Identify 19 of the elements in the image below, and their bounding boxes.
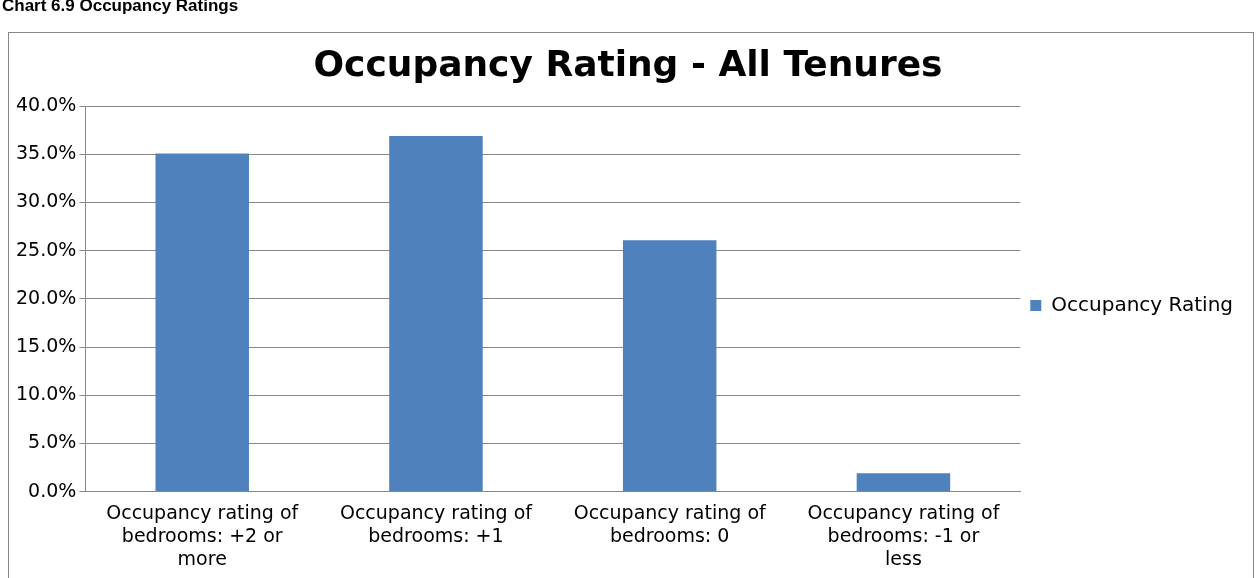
x-tick-label: Occupancy rating of bedrooms: 0 [573, 500, 767, 546]
y-tick-label: 40.0% [16, 93, 77, 116]
chart-title: Occupancy Rating - All Tenures [313, 42, 943, 84]
x-tick-label: Occupancy rating of bedrooms: +2 or more [106, 500, 300, 569]
legend-label: Occupancy Rating [1051, 291, 1234, 316]
y-tick-label: 25.0% [16, 237, 77, 260]
y-tick-label: 0.0% [28, 478, 77, 501]
y-tick-label: 15.0% [16, 334, 77, 357]
bar [155, 153, 249, 492]
y-tick-label: 35.0% [16, 141, 77, 164]
bar [389, 136, 483, 492]
y-tick-label: 10.0% [16, 382, 77, 405]
bar [856, 473, 951, 492]
bar [622, 240, 717, 492]
x-tick-label: Occupancy rating of bedrooms: +1 [339, 500, 534, 546]
y-tick-label: 5.0% [28, 430, 77, 453]
x-tick-label: Occupancy rating of bedrooms: -1 or less [807, 500, 1001, 569]
y-tick-label: 30.0% [16, 189, 77, 212]
y-tick-label: 20.0% [16, 285, 77, 308]
